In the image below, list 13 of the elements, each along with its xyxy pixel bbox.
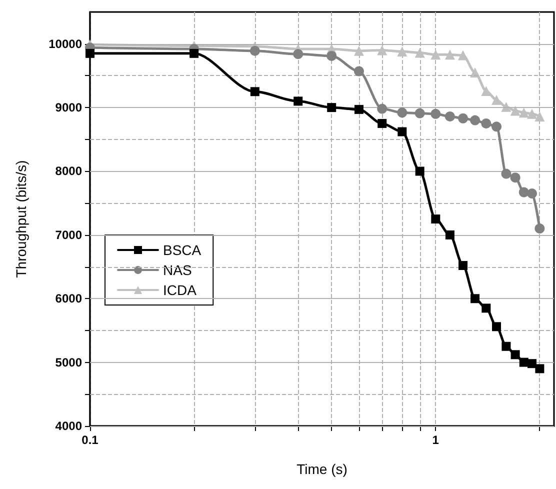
- y-tick-label: 7000: [55, 228, 82, 242]
- y-tick-label: 5000: [55, 355, 82, 370]
- y-tick-label: 9000: [55, 100, 82, 115]
- x-tick-label: 1: [432, 433, 440, 447]
- y-axis-title: Throughput (bits/s): [13, 160, 29, 278]
- y-tick-label: 6000: [55, 292, 82, 306]
- legend-label: ICDA: [163, 282, 198, 298]
- x-tick-label: 0.1: [82, 433, 99, 447]
- legend-label: BSCA: [163, 242, 202, 258]
- x-axis-title: Time (s): [296, 461, 348, 477]
- y-tick-label: 4000: [55, 419, 82, 433]
- y-tick-label: 8000: [55, 164, 82, 178]
- y-tick-label: 10000: [48, 36, 82, 51]
